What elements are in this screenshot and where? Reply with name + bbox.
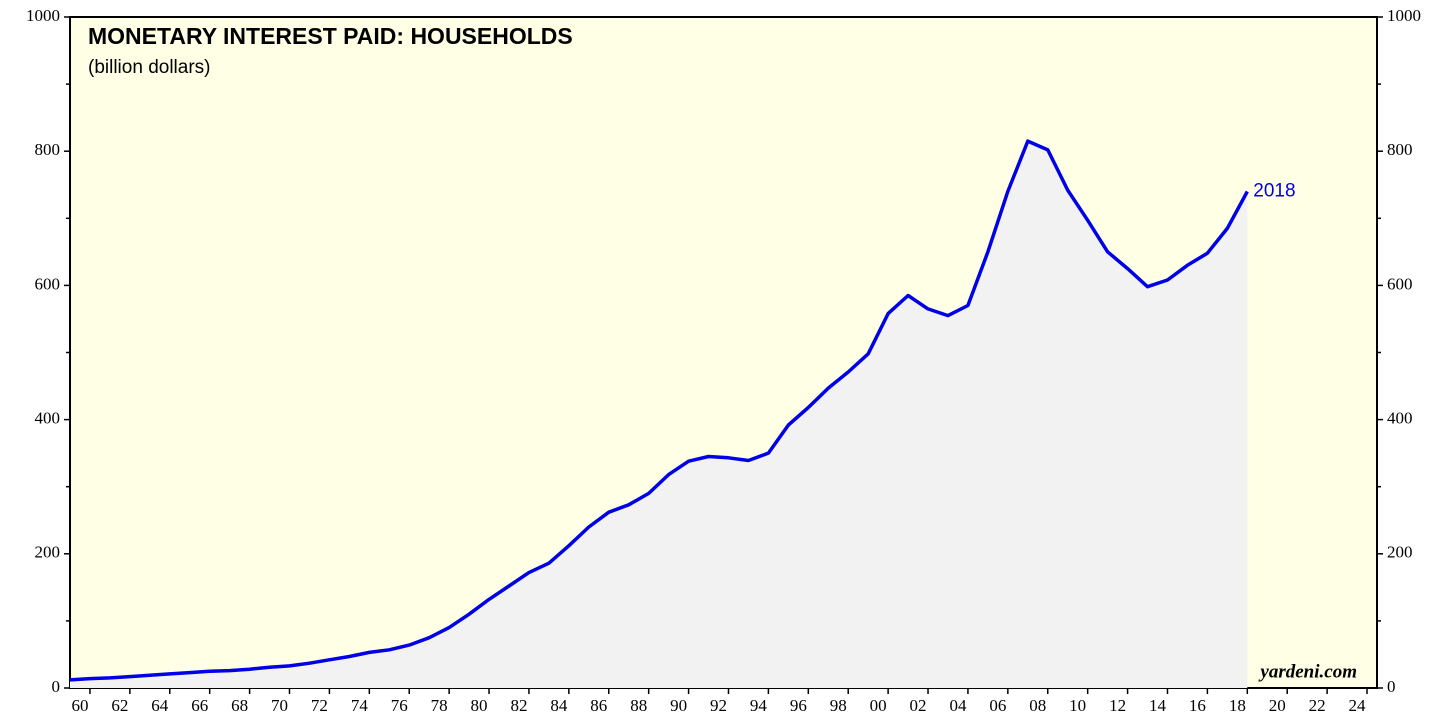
x-tick-label: 84 [550,696,568,715]
x-tick-label: 64 [151,696,169,715]
x-tick-label: 62 [111,696,128,715]
x-tick-label: 80 [471,696,488,715]
x-tick-label: 24 [1349,696,1367,715]
y2-tick-label: 600 [1387,274,1413,293]
y-tick-label: 1000 [26,6,60,25]
x-tick-label: 20 [1269,696,1286,715]
y-tick-label: 0 [52,677,61,696]
y2-tick-label: 800 [1387,140,1413,159]
x-tick-label: 98 [830,696,847,715]
x-tick-label: 10 [1069,696,1086,715]
x-tick-label: 06 [989,696,1006,715]
area [70,141,1248,689]
x-tick-label: 70 [271,696,288,715]
y2-tick-label: 400 [1387,409,1413,428]
x-tick-label: 04 [949,696,967,715]
source: yardeni.com [1258,661,1357,682]
x-tick-label: 60 [71,696,88,715]
marks [69,139,1249,689]
x-tick-label: 92 [710,696,727,715]
end-label: 2018 [1253,180,1295,201]
x-tick-label: 66 [191,696,208,715]
x-tick-label: 00 [870,696,887,715]
x-tick-label: 90 [670,696,687,715]
x-tick-label: 72 [311,696,328,715]
x-tick-label: 88 [630,696,647,715]
y2-tick-label: 200 [1387,543,1413,562]
x-tick-label: 08 [1029,696,1046,715]
y-tick-label: 400 [35,409,61,428]
y2-tick-label: 0 [1387,677,1396,696]
x-tick-label: 94 [750,696,768,715]
y-tick-label: 800 [35,140,61,159]
y-tick-label: 600 [35,274,61,293]
x-tick-label: 02 [910,696,927,715]
x-tick-label: 76 [391,696,408,715]
chart-subtitle: (billion dollars) [88,57,211,78]
x-tick-label: 68 [231,696,248,715]
x-tick-label: 96 [790,696,807,715]
y-tick-label: 200 [35,543,61,562]
x-tick-label: 18 [1229,696,1246,715]
x-tick-label: 22 [1309,696,1326,715]
x-tick-label: 14 [1149,696,1167,715]
x-tick-label: 78 [431,696,448,715]
x-tick-label: 74 [351,696,369,715]
y2-tick-label: 1000 [1387,6,1421,25]
x-tick-label: 12 [1109,696,1126,715]
series-line [69,139,1249,682]
chart-title: MONETARY INTEREST PAID: HOUSEHOLDS [88,23,573,49]
x-tick-label: 82 [510,696,527,715]
x-tick-label: 16 [1189,696,1206,715]
x-tick-label: 86 [590,696,607,715]
